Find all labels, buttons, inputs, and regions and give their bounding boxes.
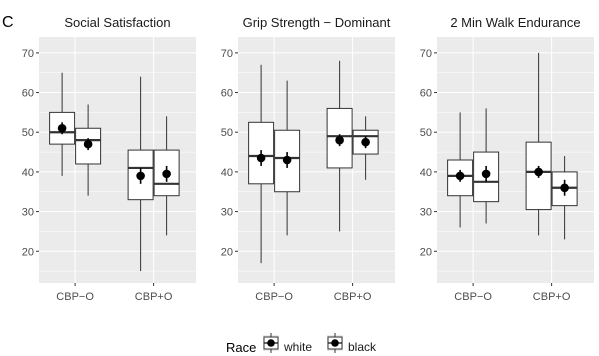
y-tick-label: 40 (22, 167, 34, 179)
mean-point (534, 167, 543, 177)
y-tick-label: 70 (22, 48, 34, 60)
facet-panel: Social Satisfaction 20 30 40 50 60 70 CBP−O CBP+… (22, 15, 196, 303)
box-iqr (75, 127, 102, 165)
mean-point (162, 169, 171, 179)
legend-key-black: black (327, 333, 377, 354)
panel-letter: C (2, 14, 14, 31)
mean-point (136, 171, 145, 181)
legend-label: black (348, 340, 377, 354)
mean-point (282, 155, 292, 165)
facet-panels: Social Satisfaction 20 30 40 50 60 70 CBP−O CBP+… (22, 15, 594, 303)
box-black (274, 80, 301, 236)
y-tick-label: 50 (221, 127, 233, 139)
facet-title: 2 Min Walk Endurance (450, 15, 580, 30)
facet-panel: 2 Min Walk Endurance 20 30 40 50 60 70 CBP−O CBP… (420, 15, 594, 303)
y-tick-label: 50 (22, 127, 34, 139)
box-white (525, 52, 552, 236)
facet-title: Grip Strength − Dominant (243, 15, 391, 30)
y-tick-label: 60 (221, 88, 233, 100)
facet-title: Social Satisfaction (64, 15, 170, 30)
x-tick-label: CBP+O (533, 291, 571, 303)
box-iqr (447, 159, 474, 197)
facet-panel: Grip Strength − Dominant 20 30 40 50 60 70 CBP−… (221, 15, 395, 303)
box-white (248, 64, 275, 264)
box-white (127, 76, 154, 272)
box-black (153, 116, 180, 236)
mean-point (361, 137, 370, 147)
box-black (75, 104, 102, 196)
mean-point (256, 153, 266, 163)
y-tick-label: 50 (420, 127, 432, 139)
x-tick-label: CBP−O (454, 291, 492, 303)
mean-point (57, 123, 67, 133)
y-tick-label: 20 (22, 246, 34, 258)
y-tick-label: 60 (22, 88, 34, 100)
box-white (49, 72, 76, 176)
x-tick-label: CBP+O (334, 291, 372, 303)
y-tick-label: 30 (22, 207, 34, 219)
x-tick-label: CBP+O (135, 291, 173, 303)
y-tick-label: 60 (420, 88, 432, 100)
mean-point (83, 139, 93, 149)
y-tick-label: 40 (221, 167, 233, 179)
legend-title: Race (226, 340, 256, 355)
mean-point (455, 171, 465, 181)
y-tick-label: 40 (420, 167, 432, 179)
box-black (473, 108, 500, 224)
mean-point (481, 169, 491, 179)
y-tick-label: 70 (221, 48, 233, 60)
y-tick-label: 20 (221, 246, 233, 258)
y-tick-label: 20 (420, 246, 432, 258)
legend-key-point (267, 339, 275, 347)
legend: Race white black (226, 333, 377, 355)
mean-point (560, 183, 569, 193)
legend-key-point (331, 339, 339, 347)
box-white (326, 60, 353, 232)
mean-point (335, 135, 344, 145)
legend-key-white: white (263, 333, 312, 354)
x-tick-label: CBP−O (56, 291, 94, 303)
legend-label: white (283, 340, 312, 354)
y-tick-label: 30 (221, 207, 233, 219)
box-black (352, 116, 379, 180)
box-white (447, 112, 474, 228)
box-black (551, 156, 578, 240)
x-tick-label: CBP−O (255, 291, 293, 303)
y-tick-label: 30 (420, 207, 432, 219)
y-tick-label: 70 (420, 48, 432, 60)
